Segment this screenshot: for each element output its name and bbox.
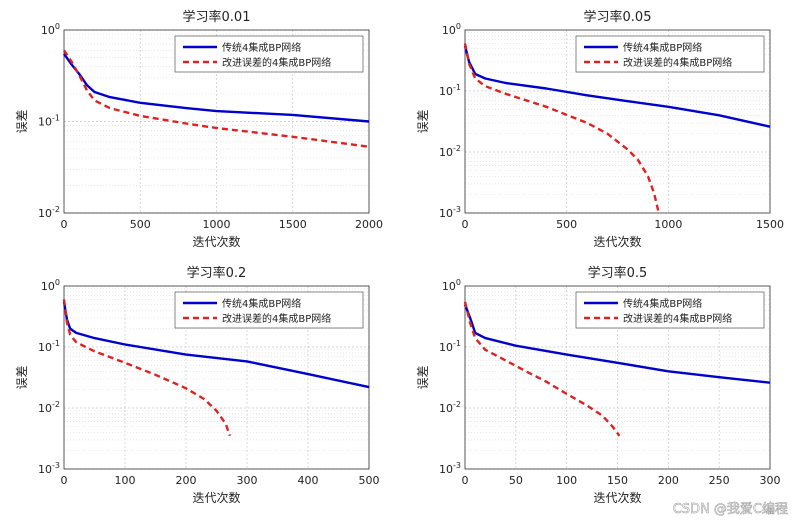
legend-box bbox=[174, 291, 364, 329]
x-tick-label: 150 bbox=[607, 474, 628, 487]
x-tick-label: 200 bbox=[176, 474, 197, 487]
x-axis-ticks: 0 50 100 150 200 250 300 bbox=[462, 286, 781, 487]
x-tick-label: 400 bbox=[298, 474, 319, 487]
x-tick-label: 500 bbox=[556, 218, 577, 231]
x-tick-label: 0 bbox=[462, 474, 469, 487]
y-tick-label: 10-3 bbox=[439, 461, 461, 476]
y-tick-label: 10-3 bbox=[38, 461, 60, 476]
series-line-red bbox=[63, 49, 370, 148]
y-tick-label: 10-2 bbox=[38, 205, 60, 220]
x-tick-label: 0 bbox=[61, 218, 68, 231]
legend-label-blue: 传统4集成BP网络 bbox=[222, 297, 301, 310]
chart-title: 学习率0.5 bbox=[588, 265, 648, 281]
y-tick-label: 10-1 bbox=[38, 339, 60, 354]
x-tick-label: 200 bbox=[658, 474, 679, 487]
legend-box bbox=[174, 35, 364, 73]
x-axis-label: 迭代次数 bbox=[192, 234, 240, 249]
x-tick-label: 2000 bbox=[355, 218, 383, 231]
y-tick-label: 10-1 bbox=[439, 83, 461, 98]
watermark-text: CSDN @我爱C编程 bbox=[673, 502, 788, 517]
legend-label-blue: 传统4集成BP网络 bbox=[222, 41, 301, 54]
y-tick-label: 100 bbox=[442, 278, 461, 293]
axes-frame bbox=[63, 285, 370, 470]
x-tick-label: 250 bbox=[709, 474, 730, 487]
y-tick-label: 100 bbox=[41, 22, 60, 37]
y-tick-label: 10-1 bbox=[38, 114, 60, 129]
chart-panel-3: 10-3 10-2 10-1 100 0 100 200 300 400 500 传统4集成BP网络… bbox=[15, 265, 380, 505]
y-tick-label: 10-1 bbox=[439, 339, 461, 354]
x-tick-label: 50 bbox=[509, 474, 523, 487]
x-tick-label: 500 bbox=[130, 218, 151, 231]
chart-title: 学习率0.05 bbox=[584, 9, 652, 25]
x-tick-label: 500 bbox=[359, 474, 380, 487]
legend-label-blue: 传统4集成BP网络 bbox=[623, 41, 702, 54]
x-tick-label: 100 bbox=[115, 474, 136, 487]
x-tick-label: 0 bbox=[462, 218, 469, 231]
legend-label-blue: 传统4集成BP网络 bbox=[623, 297, 702, 310]
x-axis-label: 迭代次数 bbox=[593, 234, 641, 249]
series-line-red bbox=[62, 299, 232, 437]
chart-panel-4: 10-3 10-2 10-1 100 0 50 100 150 200 250 300 传统4集成BP… bbox=[416, 265, 781, 505]
y-tick-label: 10-2 bbox=[439, 400, 461, 415]
x-tick-label: 1000 bbox=[654, 218, 682, 231]
y-tick-label: 100 bbox=[442, 22, 461, 37]
series-line-blue bbox=[463, 45, 771, 128]
y-tick-label: 100 bbox=[41, 278, 60, 293]
y-axis-label: 误差 bbox=[15, 109, 29, 133]
chart-title: 学习率0.2 bbox=[187, 265, 247, 281]
legend-label-red: 改进误差的4集成BP网络 bbox=[222, 312, 331, 325]
legend-label-red: 改进误差的4集成BP网络 bbox=[222, 56, 331, 69]
legend-box bbox=[575, 291, 765, 329]
legend-label-red: 改进误差的4集成BP网络 bbox=[623, 312, 732, 325]
x-tick-label: 1000 bbox=[203, 218, 231, 231]
y-tick-label: 10-2 bbox=[38, 400, 60, 415]
x-tick-label: 300 bbox=[237, 474, 258, 487]
axes-frame bbox=[464, 29, 771, 214]
y-axis-label: 误差 bbox=[15, 365, 29, 389]
x-tick-label: 1500 bbox=[756, 218, 784, 231]
y-axis-label: 误差 bbox=[416, 109, 430, 133]
y-axis-label: 误差 bbox=[416, 365, 430, 389]
axes-frame bbox=[464, 285, 771, 470]
x-axis-label: 迭代次数 bbox=[192, 490, 240, 505]
x-tick-label: 1500 bbox=[279, 218, 307, 231]
x-axis-label: 迭代次数 bbox=[593, 490, 641, 505]
chart-title: 学习率0.01 bbox=[183, 9, 251, 25]
legend-label-red: 改进误差的4集成BP网络 bbox=[623, 56, 732, 69]
legend-box bbox=[575, 35, 765, 73]
x-tick-label: 100 bbox=[556, 474, 577, 487]
x-tick-label: 300 bbox=[760, 474, 781, 487]
x-axis-ticks: 0 100 200 300 400 500 bbox=[61, 286, 380, 487]
y-tick-label: 10-3 bbox=[439, 205, 461, 220]
y-tick-label: 10-2 bbox=[439, 144, 461, 159]
series-line-red bbox=[463, 43, 660, 211]
x-tick-label: 0 bbox=[61, 474, 68, 487]
series-line-blue bbox=[463, 303, 771, 384]
series-line-red bbox=[463, 301, 621, 437]
